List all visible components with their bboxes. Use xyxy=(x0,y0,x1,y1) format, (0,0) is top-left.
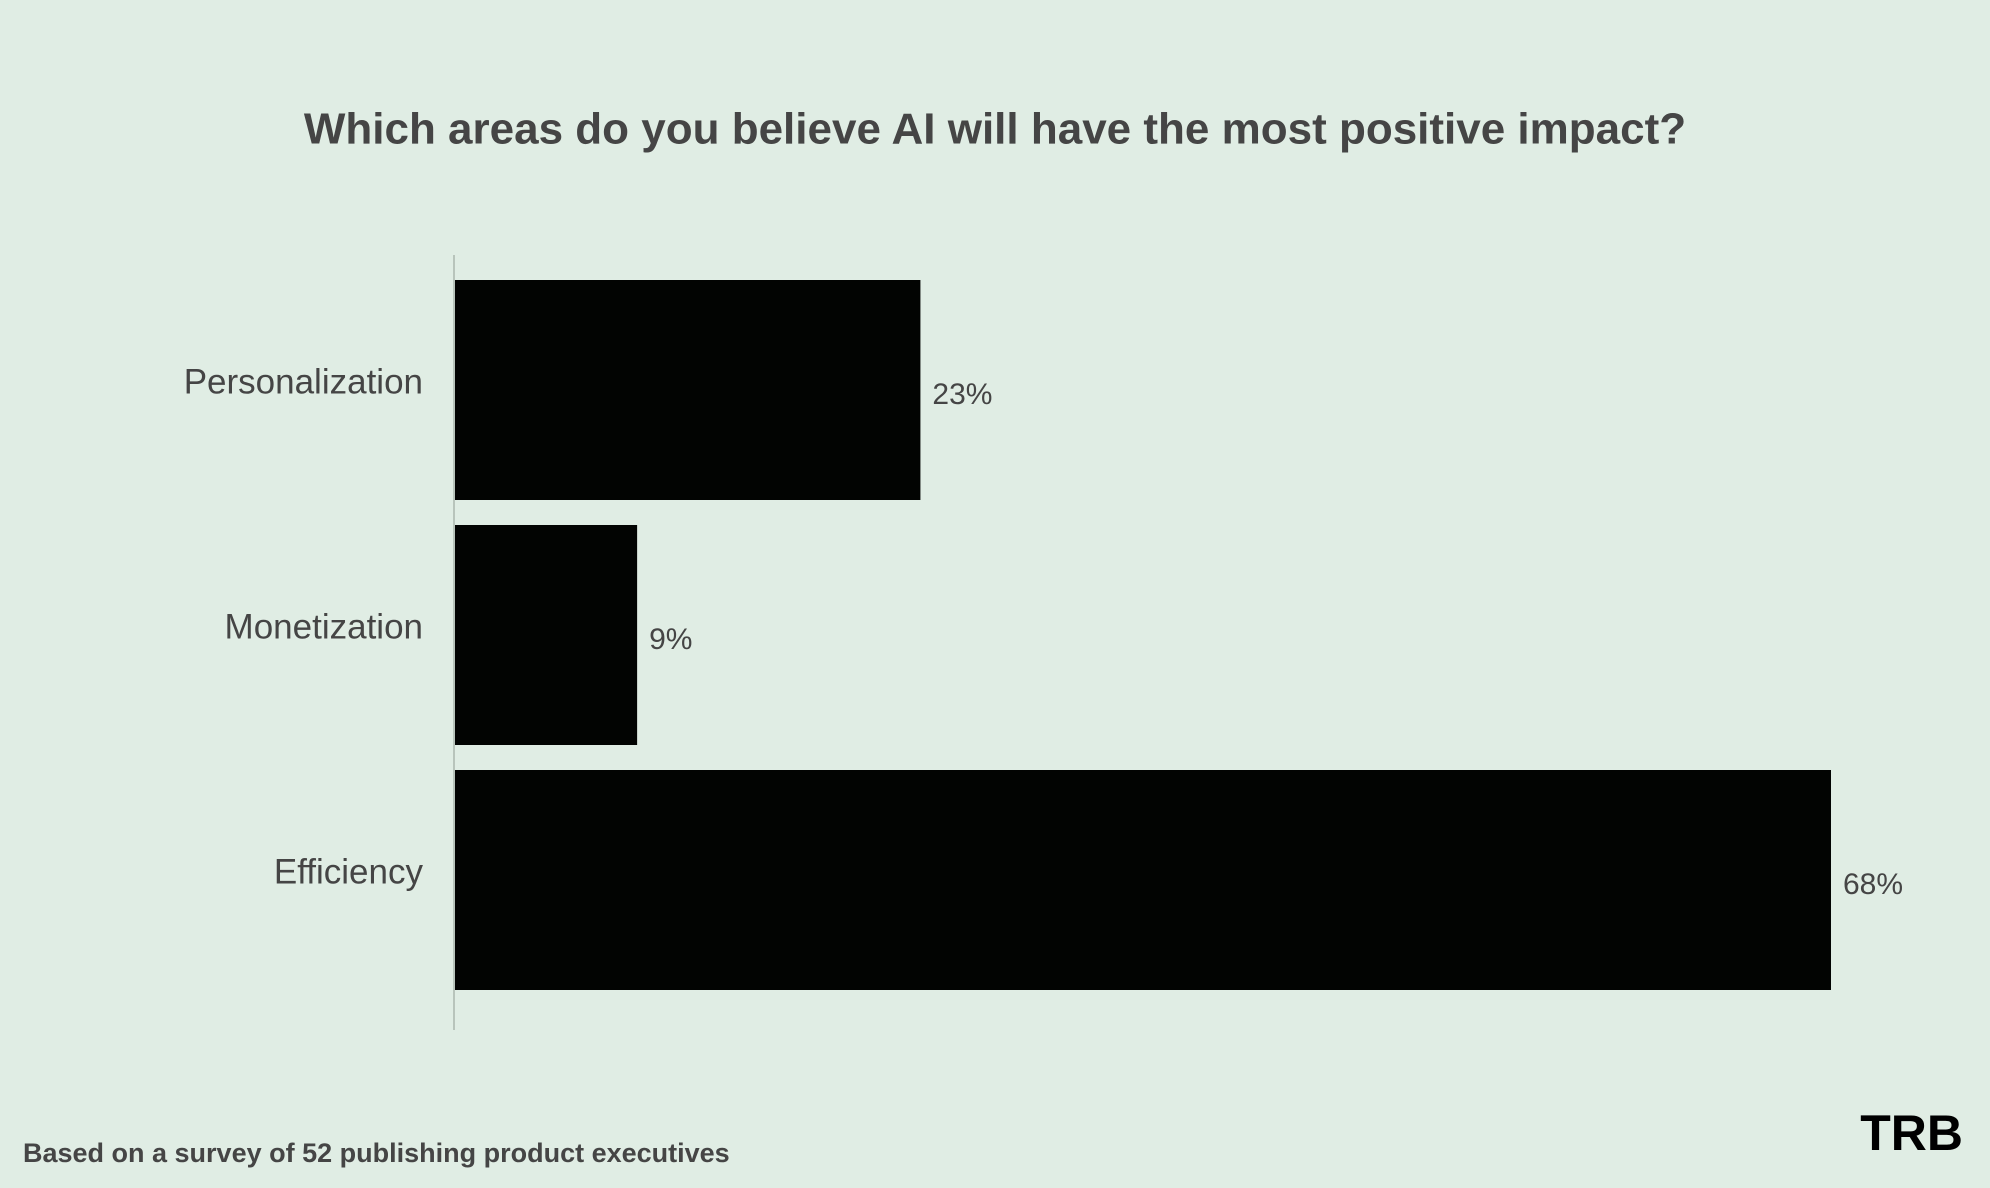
category-label: Efficiency xyxy=(274,852,424,891)
bar xyxy=(455,525,638,745)
value-label: 68% xyxy=(1843,868,1903,901)
value-label: 23% xyxy=(932,378,992,411)
category-label: Monetization xyxy=(225,607,423,646)
chart-title: Which areas do you believe AI will have … xyxy=(304,105,1686,154)
bar xyxy=(455,770,1831,990)
footnote: Based on a survey of 52 publishing produ… xyxy=(23,1138,730,1168)
bar xyxy=(455,280,921,500)
value-label: 9% xyxy=(649,623,692,656)
logo: TRB xyxy=(1860,1105,1963,1161)
category-label: Personalization xyxy=(184,362,423,401)
